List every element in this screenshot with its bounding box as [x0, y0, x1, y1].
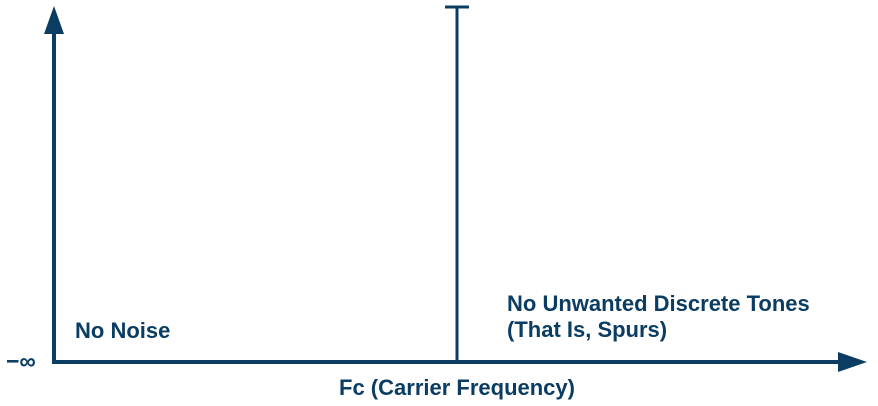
- no-spurs-label-line2: (That Is, Spurs): [507, 317, 667, 342]
- x-axis-arrowhead: [838, 352, 867, 372]
- y-axis-arrowhead: [44, 6, 64, 34]
- x-axis-label: Fc (Carrier Frequency): [339, 375, 575, 400]
- no-spurs-label-line1: No Unwanted Discrete Tones: [507, 291, 810, 316]
- no-noise-label: No Noise: [75, 318, 170, 343]
- y-axis-minus-infinity-label: −∞: [6, 348, 36, 374]
